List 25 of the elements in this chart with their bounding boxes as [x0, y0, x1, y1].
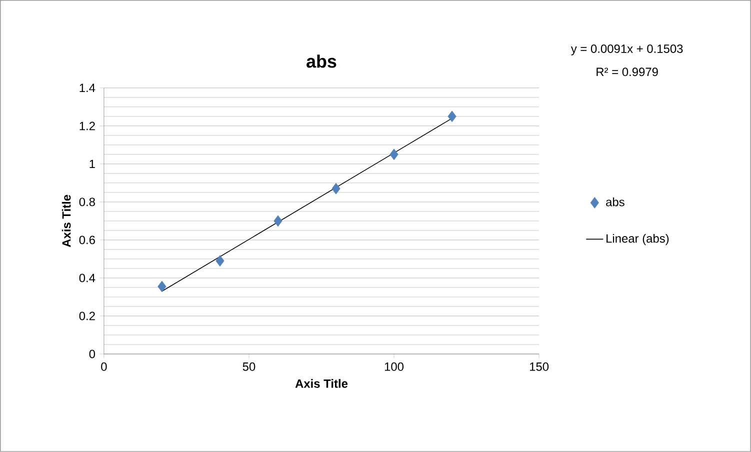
text: R² = 0.9979	[596, 68, 658, 76]
point	[448, 110, 456, 122]
x-axis-title: Axis Title	[295, 379, 348, 388]
x-tick-label: 0	[101, 362, 107, 371]
y-tick-label: 0.6	[79, 236, 95, 244]
point	[158, 280, 166, 292]
y-tick-label: 1.4	[80, 84, 96, 92]
point	[390, 148, 398, 160]
point	[274, 215, 282, 227]
y-tick-label: 0.4	[79, 274, 96, 282]
chart-title: abs	[306, 54, 336, 68]
y-tick-label: 0.8	[79, 198, 95, 206]
x-tick-label: 100	[384, 362, 404, 371]
y-tick-label: 1	[90, 160, 95, 168]
x-tick-label: 150	[530, 362, 549, 371]
y-tick-label: 0	[89, 350, 96, 358]
point	[216, 255, 224, 267]
y-tick-label: 0.2	[79, 312, 95, 320]
legend-label: Linear (abs)	[606, 234, 669, 246]
x-tick-label: 50	[242, 362, 256, 371]
legend-label: abs	[606, 198, 624, 206]
y-tick-label: 1.2	[80, 122, 95, 130]
text: y = 0.0091x + 0.1503	[570, 44, 683, 56]
point	[332, 182, 340, 194]
y-axis-title: Axis Title	[62, 194, 71, 248]
